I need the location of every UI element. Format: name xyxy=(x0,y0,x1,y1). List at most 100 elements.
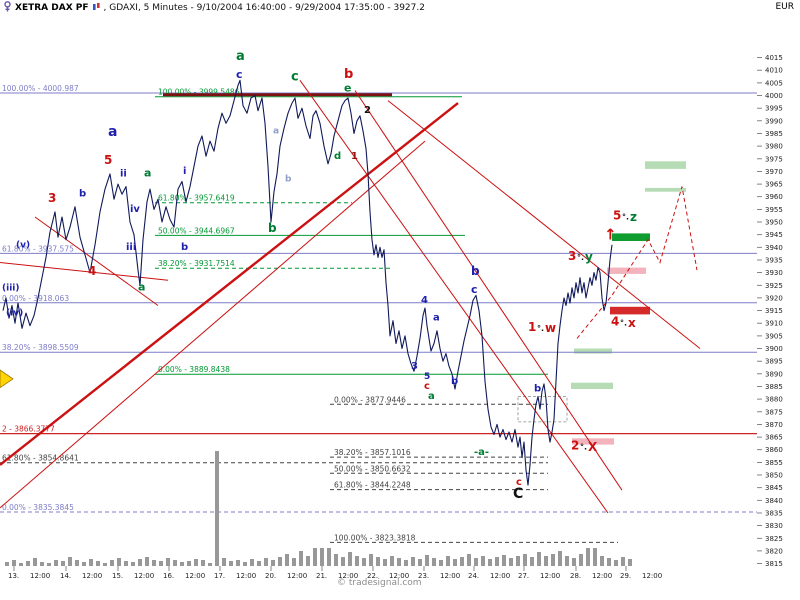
trendline[interactable] xyxy=(0,262,169,281)
x-axis-label: 12:00 xyxy=(490,572,510,580)
volume-bar xyxy=(173,560,177,566)
fib-level-label: 61.80% - 3844.2248 xyxy=(334,481,411,490)
watermark: © tradesignal.com xyxy=(337,578,422,588)
consolidation-box[interactable] xyxy=(517,396,568,423)
wave-label: ii xyxy=(120,169,127,180)
volume-bar xyxy=(61,561,65,566)
trendline[interactable] xyxy=(354,90,623,491)
x-axis-label: 12:00 xyxy=(30,572,50,580)
fib-level-label: 0.00% - 3877.9446 xyxy=(334,395,406,404)
volume-bar xyxy=(397,558,401,566)
price-target-zone[interactable] xyxy=(645,187,686,192)
price-target-zone[interactable] xyxy=(607,267,646,274)
position-marker[interactable] xyxy=(0,369,14,389)
fib-level-label: 0.00% - 3835.3845 xyxy=(2,503,74,512)
chart-type-icon[interactable] xyxy=(92,2,101,14)
price-target-zone[interactable] xyxy=(645,161,686,169)
y-axis-label: 3990 xyxy=(765,117,783,125)
wave-label: ↑ xyxy=(604,226,617,244)
fib-level-label: 61.80% - 3937.575 xyxy=(2,244,74,253)
volume-bar xyxy=(502,555,506,566)
wave-label: y xyxy=(585,250,593,264)
volume-bar xyxy=(292,558,296,566)
y-axis-label: 3890 xyxy=(765,370,783,378)
wave-label: -a- xyxy=(474,447,489,458)
wave-label: 1 xyxy=(528,320,536,334)
wave-label: 4 xyxy=(611,315,619,329)
price-target-zone[interactable] xyxy=(571,382,613,389)
volume-bar xyxy=(544,556,548,566)
volume-bar xyxy=(579,554,583,566)
y-axis-label: 3860 xyxy=(765,446,783,454)
volume-bar xyxy=(523,554,527,566)
y-axis-label: 3905 xyxy=(765,332,783,340)
volume-bar xyxy=(257,561,261,566)
volume-bar xyxy=(194,559,198,566)
volume-bar xyxy=(40,562,44,566)
price-target-zone[interactable] xyxy=(610,306,650,315)
wave-label: c xyxy=(424,381,430,392)
x-axis-label: 21. xyxy=(316,572,327,580)
y-axis-label: 3930 xyxy=(765,269,783,277)
volume-bar xyxy=(495,557,499,566)
fib-level-label: 61.80% - 3957.6419 xyxy=(158,194,235,203)
wave-label: b xyxy=(534,384,541,395)
x-axis-label: 13. xyxy=(8,572,19,580)
x-axis-label: 27. xyxy=(518,572,529,580)
wave-label: °. xyxy=(620,319,627,328)
volume-bar xyxy=(103,563,107,566)
y-axis-label: 3865 xyxy=(765,434,783,442)
fib-level-label: 50.00% - 3850.6632 xyxy=(334,464,411,473)
x-axis-label: 12:00 xyxy=(185,572,205,580)
volume-bar xyxy=(208,563,212,566)
y-axis-label: 3830 xyxy=(765,522,783,530)
volume-bar xyxy=(5,562,9,566)
volume-bar xyxy=(439,560,443,566)
trendline[interactable] xyxy=(0,102,459,466)
y-axis-label: 4015 xyxy=(765,54,783,62)
price-target-zone[interactable] xyxy=(572,438,614,445)
trendline[interactable] xyxy=(34,216,159,306)
volume-bar xyxy=(264,558,268,566)
x-axis-label: 12:00 xyxy=(338,572,358,580)
volume-bar xyxy=(425,555,429,566)
wave-label: a xyxy=(138,280,145,293)
volume-bar xyxy=(600,556,604,566)
volume-bar xyxy=(327,548,331,566)
price-target-zone[interactable] xyxy=(612,233,650,241)
trendline[interactable] xyxy=(299,80,609,514)
volume-bar xyxy=(628,559,632,566)
price-target-zone[interactable] xyxy=(574,348,612,354)
volume-bar xyxy=(313,548,317,566)
volume-bar xyxy=(411,557,415,566)
x-axis-label: 12:00 xyxy=(134,572,154,580)
volume-bar xyxy=(12,560,16,566)
wave-label: c xyxy=(291,69,299,84)
volume-bar xyxy=(558,551,562,566)
wave-label: d xyxy=(334,151,341,162)
wave-label: x xyxy=(628,316,636,330)
fib-level-label: 0.00% - 3918.063 xyxy=(2,294,69,303)
wave-label: b xyxy=(79,189,86,200)
trendline[interactable] xyxy=(387,100,701,349)
wave-label: 3 xyxy=(48,191,56,205)
volume-bar xyxy=(243,562,247,566)
volume-bar xyxy=(215,451,219,566)
y-axis-label: 3870 xyxy=(765,421,783,429)
volume-bar xyxy=(271,560,275,566)
volume-bar xyxy=(467,554,471,566)
chart-title-instrument[interactable]: XETRA DAX PF xyxy=(15,3,89,13)
volume-bar xyxy=(222,558,226,566)
trendline[interactable] xyxy=(0,140,426,509)
y-axis-label: 4010 xyxy=(765,67,783,75)
volume-bar xyxy=(369,554,373,566)
volume-bar xyxy=(201,560,205,566)
volume-bar xyxy=(355,556,359,566)
price-line[interactable] xyxy=(2,79,613,486)
x-axis-label: 28. xyxy=(570,572,581,580)
y-axis-label: 4005 xyxy=(765,79,783,87)
chart-title-details: , GDAXI, 5 Minutes - 9/10/2004 16:40:00 … xyxy=(103,3,425,13)
y-axis-label: 3925 xyxy=(765,282,783,290)
